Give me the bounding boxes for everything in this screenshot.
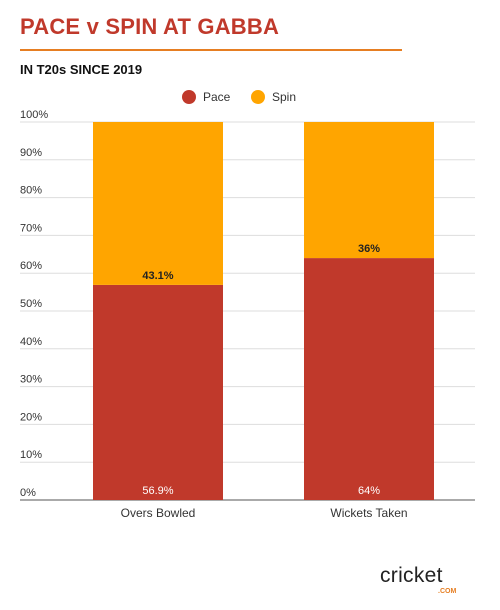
legend-swatch [251, 90, 265, 104]
y-tick-label: 60% [20, 260, 42, 272]
bar-pace [93, 284, 223, 500]
brand-logo: cricket .COM [380, 564, 475, 600]
y-tick-label: 90% [20, 147, 42, 159]
x-category-label: Overs Bowled [121, 506, 196, 520]
y-tick-label: 20% [20, 411, 42, 423]
y-tick-label: 30% [20, 374, 42, 386]
data-label-spin: 43.1% [142, 270, 173, 282]
y-tick-label: 0% [20, 487, 36, 499]
y-tick-label: 80% [20, 185, 42, 197]
data-label-pace: 56.9% [142, 485, 173, 497]
chart-subtitle: IN T20s SINCE 2019 [20, 62, 143, 77]
brand-logo-text: cricket [380, 564, 443, 587]
y-tick-label: 10% [20, 449, 42, 461]
data-label-pace: 64% [358, 485, 380, 497]
y-tick-label: 100% [20, 109, 48, 121]
title-divider [20, 49, 402, 51]
brand-logo-suffix: .COM [438, 588, 457, 595]
bar-spin [93, 122, 223, 285]
y-tick-label: 40% [20, 336, 42, 348]
y-tick-label: 70% [20, 222, 42, 234]
x-category-label: Wickets Taken [330, 506, 407, 520]
legend-label: Spin [272, 90, 296, 104]
legend-label: Pace [203, 90, 231, 104]
bar-pace [304, 258, 434, 500]
data-label-spin: 36% [358, 243, 380, 255]
legend-swatch [182, 90, 196, 104]
y-tick-label: 50% [20, 298, 42, 310]
chart-title: PACE v SPIN AT GABBA [20, 14, 280, 39]
bar-spin [304, 122, 434, 259]
